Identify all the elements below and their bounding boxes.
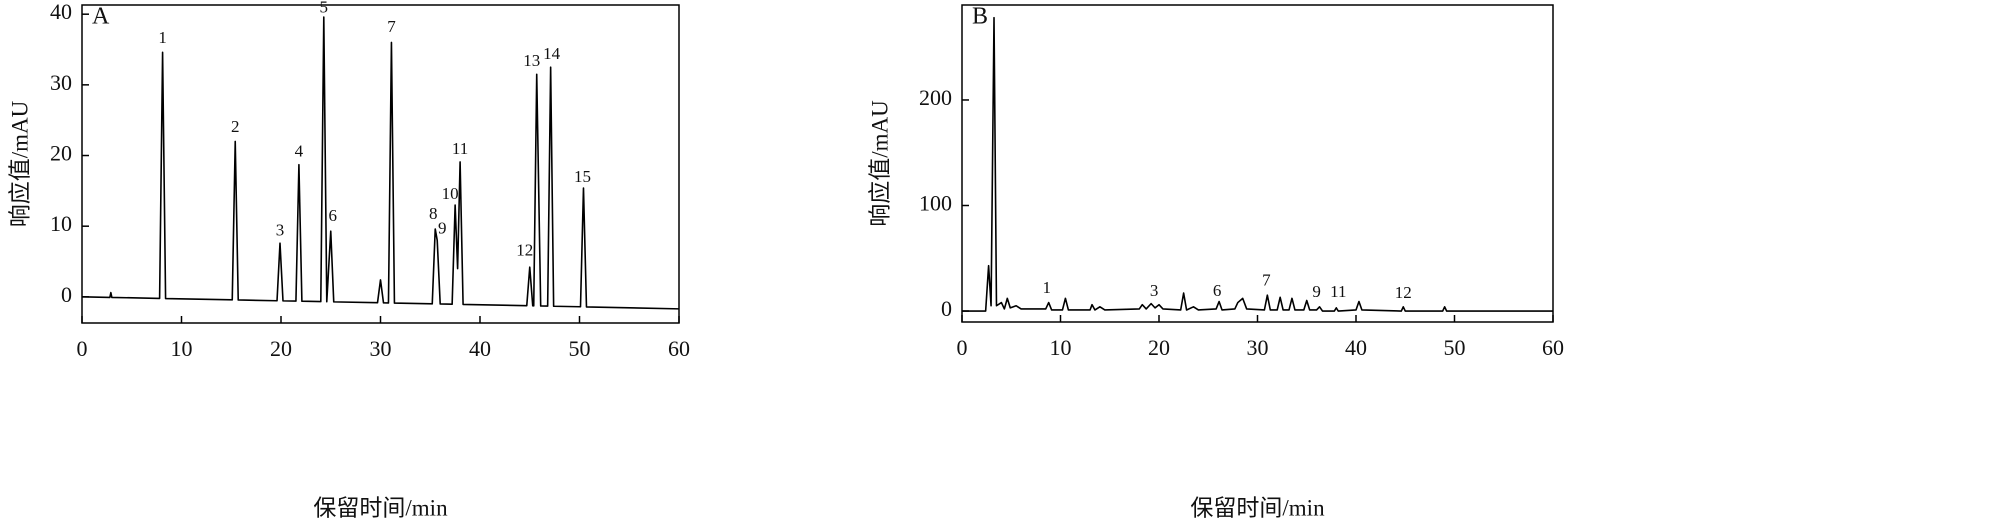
- y-axis-title: 响应值/mAU: [7, 100, 32, 227]
- y-tick-label: 0: [61, 282, 72, 307]
- y-tick-label: 30: [50, 70, 72, 95]
- y-axis-title: 响应值/mAU: [867, 100, 892, 227]
- peak-label: 5: [320, 0, 329, 16]
- peak-label: 10: [442, 184, 459, 203]
- x-axis-title: 保留时间/min: [1190, 495, 1325, 520]
- peak-label: 12: [516, 241, 533, 260]
- peak-label: 2: [231, 117, 240, 136]
- x-tick-label: 50: [1444, 335, 1466, 360]
- x-tick-label: 20: [270, 336, 292, 361]
- peak-label: 11: [452, 139, 468, 158]
- x-tick-label: 10: [171, 336, 193, 361]
- peak-label: 12: [1395, 283, 1412, 302]
- peak-label: 1: [1042, 278, 1051, 297]
- x-tick-label: 50: [569, 336, 591, 361]
- peak-label: 6: [328, 206, 337, 225]
- peak-label: 7: [387, 17, 396, 36]
- x-tick-label: 40: [1345, 335, 1367, 360]
- chromatogram-line: [81, 16, 680, 310]
- y-tick-label: 40: [50, 0, 72, 24]
- peak-label: 14: [543, 44, 561, 63]
- chromatogram-line: [962, 16, 1553, 312]
- x-tick-label: 0: [957, 335, 968, 360]
- peak-label: 9: [1312, 282, 1321, 301]
- panel-label: B: [972, 4, 988, 30]
- peak-label: 8: [429, 204, 438, 223]
- x-tick-label: 60: [1542, 335, 1564, 360]
- peak-label: 3: [1150, 281, 1159, 300]
- peak-label: 7: [1262, 270, 1271, 289]
- y-tick-label: 200: [919, 85, 952, 110]
- plot-frame: [81, 4, 680, 324]
- x-tick-label: 30: [1247, 335, 1269, 360]
- peak-label: 11: [1330, 282, 1346, 301]
- peak-label: 4: [295, 142, 304, 161]
- x-axis-title: 保留时间/min: [313, 495, 448, 520]
- peak-label: 9: [438, 219, 447, 238]
- y-tick-label: 100: [919, 191, 952, 216]
- y-tick-label: 0: [941, 296, 952, 321]
- x-tick-label: 60: [668, 336, 690, 361]
- x-tick-label: 40: [469, 336, 491, 361]
- x-tick-label: 10: [1050, 335, 1072, 360]
- peak-label: 1: [158, 28, 167, 47]
- peak-label: 6: [1213, 281, 1222, 300]
- y-tick-label: 10: [50, 211, 72, 236]
- x-tick-label: 0: [77, 336, 88, 361]
- x-tick-label: 30: [370, 336, 392, 361]
- peak-label: 3: [276, 221, 285, 240]
- peak-label: 13: [523, 51, 540, 70]
- y-tick-label: 20: [50, 141, 72, 166]
- panel-label: A: [92, 4, 110, 30]
- x-tick-label: 20: [1148, 335, 1170, 360]
- peak-label: 15: [574, 167, 591, 186]
- plot-frame: [961, 4, 1554, 323]
